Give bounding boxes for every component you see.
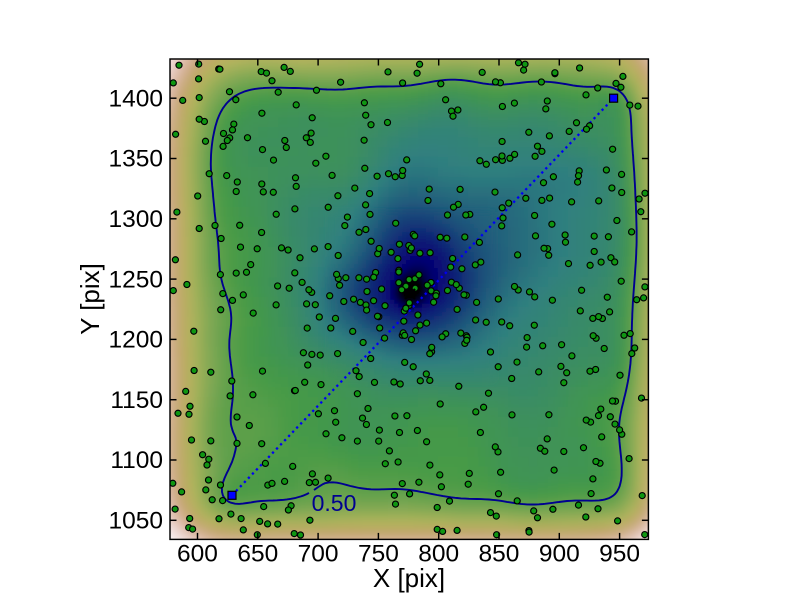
svg-text:1300: 1300 — [108, 206, 163, 233]
svg-text:750: 750 — [358, 541, 399, 568]
svg-text:1250: 1250 — [108, 266, 163, 293]
svg-text:1400: 1400 — [108, 85, 163, 112]
svg-text:800: 800 — [418, 541, 459, 568]
svg-text:Y [pix]: Y [pix] — [75, 263, 105, 335]
svg-text:X [pix]: X [pix] — [373, 563, 445, 593]
svg-text:950: 950 — [599, 541, 640, 568]
svg-text:1150: 1150 — [110, 387, 163, 414]
svg-text:850: 850 — [479, 541, 520, 568]
svg-text:650: 650 — [237, 541, 278, 568]
svg-text:1050: 1050 — [108, 508, 163, 535]
svg-text:1200: 1200 — [108, 327, 163, 354]
svg-text:0.50: 0.50 — [312, 490, 357, 516]
svg-text:700: 700 — [298, 541, 339, 568]
svg-text:1100: 1100 — [110, 447, 163, 474]
svg-text:1350: 1350 — [108, 146, 163, 173]
svg-text:600: 600 — [177, 541, 218, 568]
svg-text:900: 900 — [539, 541, 580, 568]
